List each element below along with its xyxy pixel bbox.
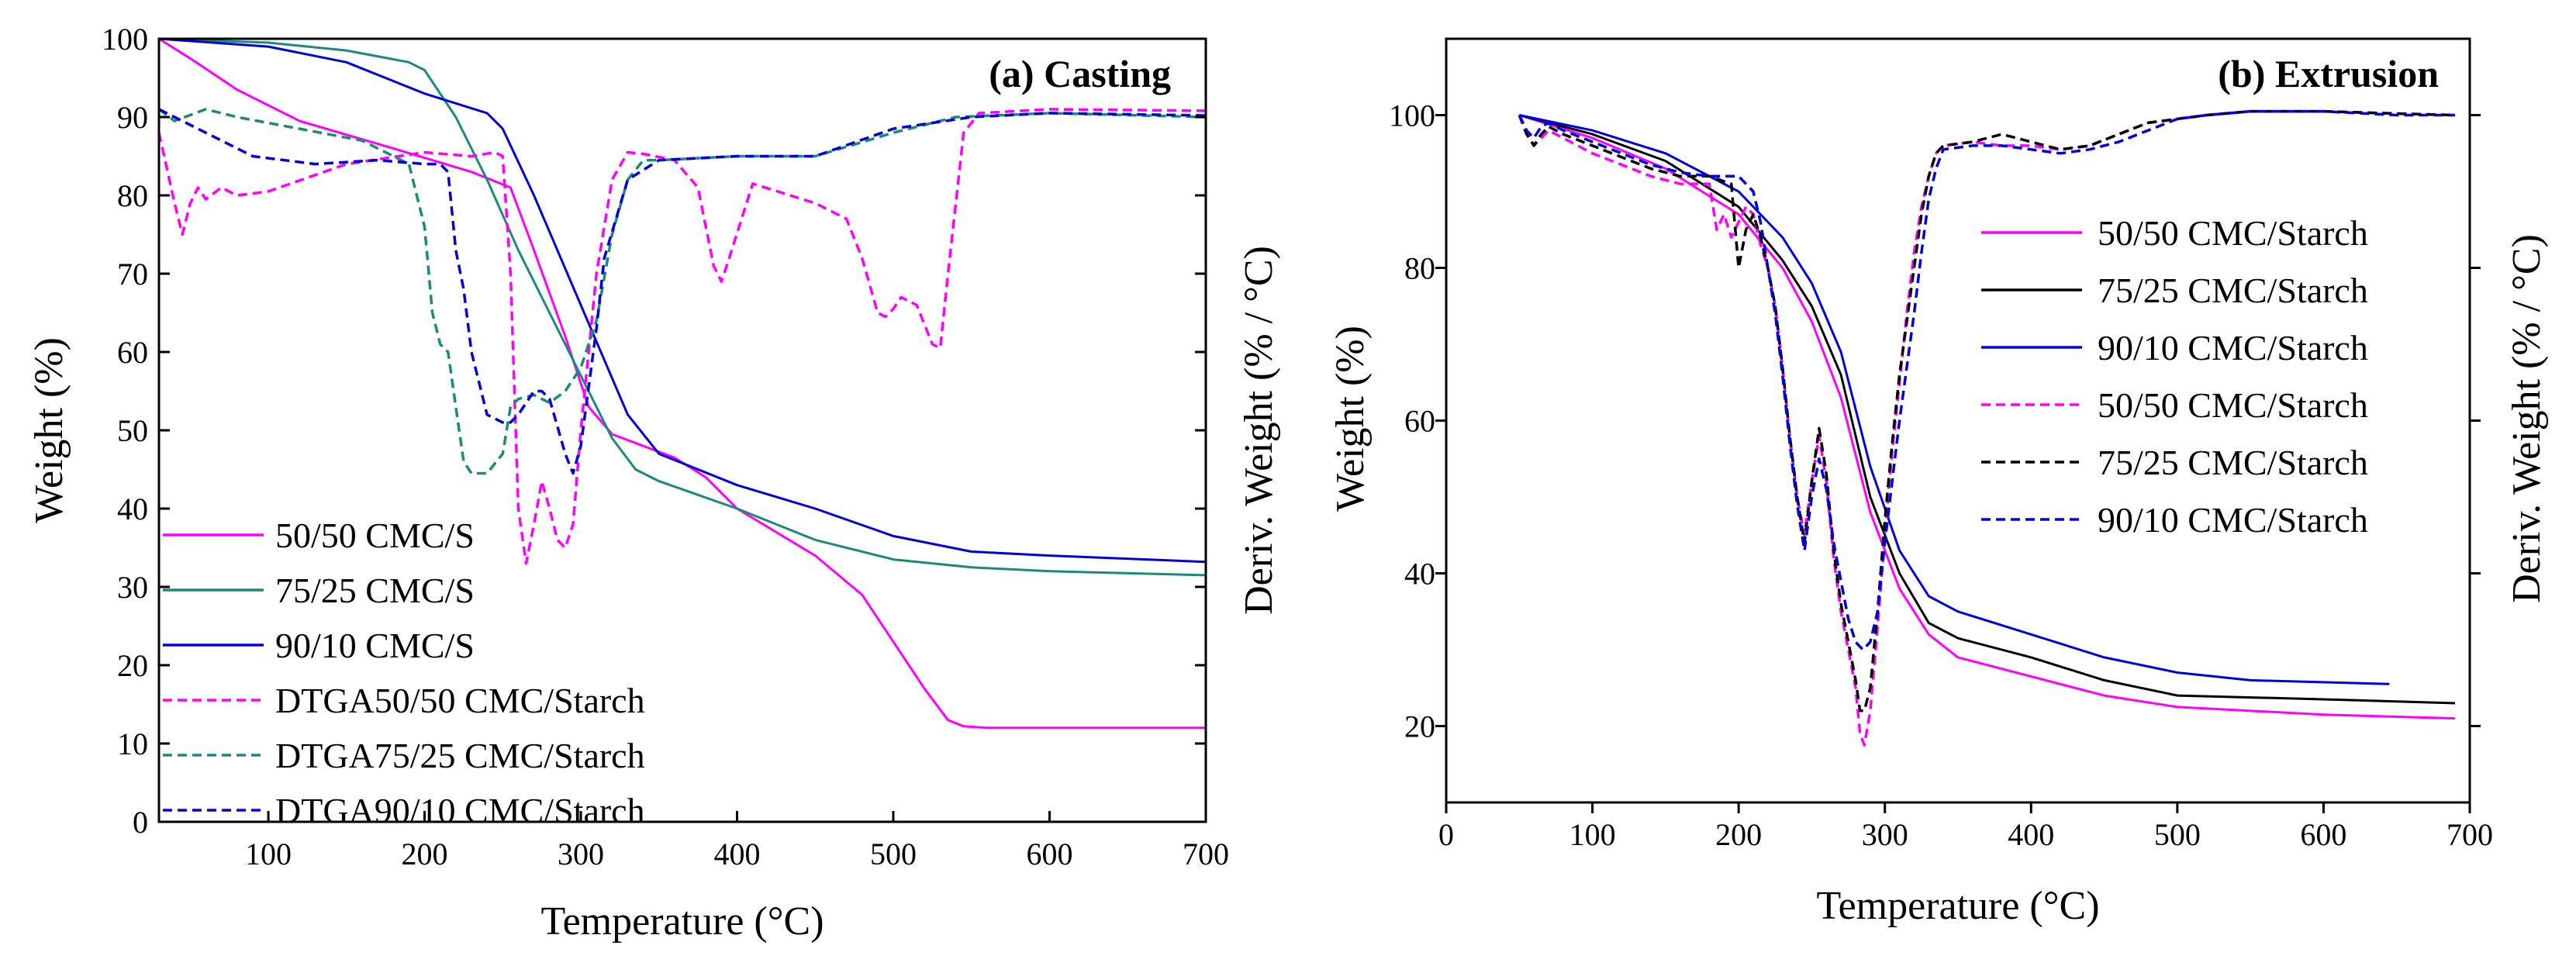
extrusion-y-axis-title: Weight (%) xyxy=(1328,326,1373,512)
casting-legend-label-1: 75/25 CMC/S xyxy=(275,571,475,610)
casting-curves xyxy=(157,37,1207,730)
casting-legend-label-0: 50/50 CMC/S xyxy=(275,516,475,555)
casting-series-line-4 xyxy=(157,108,1207,475)
casting-x-tick-label-5: 600 xyxy=(1027,837,1073,871)
extrusion-curves xyxy=(1518,109,2456,747)
casting-series-line-3 xyxy=(157,108,1207,565)
casting-legend-label-4: DTGA75/25 CMC/Starch xyxy=(275,736,645,775)
casting-y-tick-label-8: 80 xyxy=(117,178,148,213)
casting-y-tick-label-1: 10 xyxy=(117,726,148,761)
casting-y-tick-label-10: 100 xyxy=(102,22,148,57)
casting-series-line-2 xyxy=(158,37,1207,564)
extrusion-series-line-5 xyxy=(1518,109,2456,651)
extrusion-x-tick-label-1: 100 xyxy=(1569,817,1616,852)
casting-y-tick-label-6: 60 xyxy=(117,335,148,370)
extrusion-y-tick-label-1: 40 xyxy=(1404,557,1435,592)
casting-y2-axis-title: Deriv. Weight (% / °C) xyxy=(1237,246,1281,615)
casting-y-tick-label-3: 30 xyxy=(117,570,148,605)
extrusion-legend: 50/50 CMC/Starch 75/25 CMC/Starch 90/10 CM… xyxy=(1981,213,2368,540)
casting-y-tick-label-7: 70 xyxy=(117,257,148,292)
casting-axes: 100 200 300 400 500 600 700 0 10 20 30 40 50 60 70 80 90… xyxy=(102,22,1229,871)
casting-x-axis-title: Temperature (°C) xyxy=(540,899,824,944)
extrusion-legend-label-3: 50/50 CMC/Starch xyxy=(2098,385,2368,425)
casting-series-line-5 xyxy=(158,108,1207,475)
extrusion-legend-label-0: 50/50 CMC/Starch xyxy=(2098,213,2368,253)
casting-legend: 50/50 CMC/S 75/25 CMC/S 90/10 CMC/S DTGA50/… xyxy=(163,516,645,830)
casting-x-tick-label-3: 400 xyxy=(714,837,761,871)
casting-y-tick-label-4: 40 xyxy=(117,492,148,526)
extrusion-y-tick-label-0: 20 xyxy=(1404,709,1435,744)
casting-x-tick-label-4: 500 xyxy=(870,837,917,871)
extrusion-panel-title: (b) Extrusion xyxy=(2218,52,2439,95)
extrusion-legend-label-2: 90/10 CMC/Starch xyxy=(2098,328,2368,367)
extrusion-x-tick-label-7: 700 xyxy=(2447,817,2493,852)
extrusion-x-tick-label-6: 600 xyxy=(2300,817,2346,852)
extrusion-x-tick-label-2: 200 xyxy=(1715,817,1762,852)
extrusion-legend-label-5: 90/10 CMC/Starch xyxy=(2098,500,2368,540)
casting-x-tick-label-0: 100 xyxy=(245,837,292,871)
extrusion-x-tick-label-5: 500 xyxy=(2154,817,2201,852)
extrusion-series-line-4 xyxy=(1518,109,2456,712)
panel-extrusion: 0 100 200 300 400 500 600 700 20 40 60 80 100 (b) Ex… xyxy=(1328,37,2549,928)
casting-x-tick-label-6: 700 xyxy=(1183,837,1229,871)
extrusion-x-axis-title: Temperature (°C) xyxy=(1816,884,2099,928)
extrusion-legend-label-1: 75/25 CMC/Starch xyxy=(2098,271,2368,310)
extrusion-legend-label-4: 75/25 CMC/Starch xyxy=(2098,443,2368,482)
extrusion-series-line-1 xyxy=(1518,114,2456,705)
casting-series-line-0 xyxy=(158,37,1206,730)
casting-legend-label-2: 90/10 CMC/S xyxy=(275,626,475,665)
extrusion-x-tick-label-3: 300 xyxy=(1862,817,1908,852)
extrusion-axes: 0 100 200 300 400 500 600 700 20 40 60 80 100 xyxy=(1389,98,2493,853)
extrusion-series-line-0 xyxy=(1518,114,2456,720)
extrusion-y-tick-label-4: 100 xyxy=(1389,98,1435,133)
casting-series-line-1 xyxy=(158,37,1207,577)
casting-y-tick-label-2: 20 xyxy=(117,648,148,683)
extrusion-x-tick-label-0: 0 xyxy=(1438,817,1454,852)
extrusion-y-tick-label-2: 60 xyxy=(1404,404,1435,439)
casting-legend-label-3: DTGA50/50 CMC/Starch xyxy=(275,681,645,720)
casting-legend-label-5: DTGA90/10 CMC/Starch xyxy=(275,791,645,830)
casting-panel-title: (a) Casting xyxy=(989,52,1171,95)
extrusion-y-tick-label-3: 80 xyxy=(1404,251,1435,286)
casting-y-axis-title: Weight (%) xyxy=(27,337,71,523)
casting-y-tick-label-9: 90 xyxy=(117,100,148,135)
casting-y-tick-label-5: 50 xyxy=(117,413,148,448)
casting-x-tick-label-2: 300 xyxy=(558,837,604,871)
panel-casting: 100 200 300 400 500 600 700 0 10 20 30 40 50 60 70 80 90… xyxy=(27,22,1281,944)
casting-x-tick-label-1: 200 xyxy=(402,837,448,871)
extrusion-x-tick-label-4: 400 xyxy=(2008,817,2054,852)
casting-y-tick-label-0: 0 xyxy=(133,805,148,840)
extrusion-y2-axis-title: Deriv. Weight (% / °C) xyxy=(2505,234,2549,603)
extrusion-series-line-3 xyxy=(1518,109,2456,747)
